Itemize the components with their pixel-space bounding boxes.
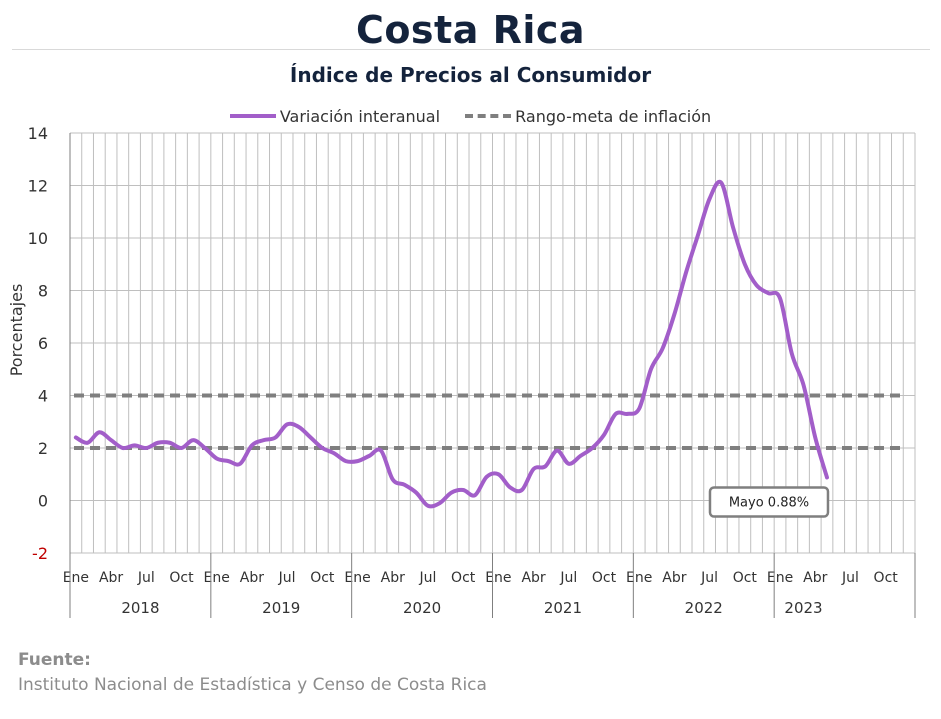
y-tick-label: 2 (38, 439, 48, 458)
x-tick-label: Ene (63, 570, 89, 586)
y-tick-label: 0 (38, 492, 48, 511)
x-tick-label: Oct (874, 570, 899, 586)
year-label: 2022 (685, 599, 723, 617)
legend-label-series: Variación interanual (279, 106, 441, 126)
year-label: 2018 (121, 599, 159, 617)
x-tick-label: Jul (418, 570, 436, 586)
x-tick-label: Abr (662, 570, 686, 586)
x-tick-label: Oct (592, 570, 617, 586)
x-tick-label: Ene (767, 570, 793, 586)
year-label: 2019 (262, 599, 300, 617)
source-text: Instituto Nacional de Estadística y Cens… (18, 675, 487, 695)
x-tick-label: Abr (99, 570, 123, 586)
legend-label-target: Rango-meta de inflación (515, 106, 712, 126)
x-tick-label: Ene (344, 570, 370, 586)
x-tick-label: Abr (521, 570, 545, 586)
x-tick-label: Jul (841, 570, 859, 586)
x-tick-label: Abr (803, 570, 827, 586)
x-tick-label: Jul (700, 570, 718, 586)
y-tick-label: 12 (28, 177, 48, 196)
year-label: 2021 (544, 599, 582, 617)
source-block: Fuente: Instituto Nacional de Estadístic… (18, 650, 487, 695)
legend-item-target: Rango-meta de inflación (465, 107, 711, 126)
line-chart: -2 0 2 4 6 8 10 12 14 Porcentajes Ene Abr Jul Oct 2018… (7, 124, 916, 618)
chart-legend: Variación interanual Rango-meta de infla… (0, 103, 941, 126)
x-tick-label: Jul (137, 570, 155, 586)
x-tick-label: Oct (733, 570, 758, 586)
x-tick-label: Ene (626, 570, 652, 586)
x-tick-label: Oct (451, 570, 476, 586)
annotation-label: Mayo 0.88% (729, 496, 809, 511)
x-tick-label: Jul (278, 570, 296, 586)
series-line-variacion-interanual (73, 179, 829, 509)
legend-item-series: Variación interanual (229, 106, 441, 126)
y-tick-label: 6 (38, 334, 48, 353)
x-tick-label: Abr (381, 570, 405, 586)
year-label: 2023 (784, 599, 822, 617)
y-axis-title: Porcentajes (7, 284, 26, 377)
chart-title: Costa Rica (355, 8, 586, 52)
title-divider (12, 49, 930, 50)
y-tick-label: 4 (38, 387, 48, 406)
y-tick-label: 8 (38, 282, 48, 301)
x-tick-label: Oct (169, 570, 194, 586)
y-tick-label: 10 (28, 229, 48, 248)
legend-swatch-series (229, 114, 276, 118)
annotation-box (708, 486, 830, 518)
legend-swatch-target (465, 114, 512, 118)
x-tick-label: Jul (559, 570, 577, 586)
x-tick-label: Abr (240, 570, 264, 586)
x-tick-label: Ene (485, 570, 511, 586)
y-tick-label: 14 (28, 124, 48, 143)
source-label: Fuente: (18, 650, 91, 670)
chart-subtitle: Índice de Precios al Consumidor (289, 63, 652, 87)
x-tick-label: Oct (310, 570, 335, 586)
x-tick-label: Ene (204, 570, 230, 586)
year-label: 2020 (403, 599, 441, 617)
y-tick-label: -2 (32, 544, 48, 563)
